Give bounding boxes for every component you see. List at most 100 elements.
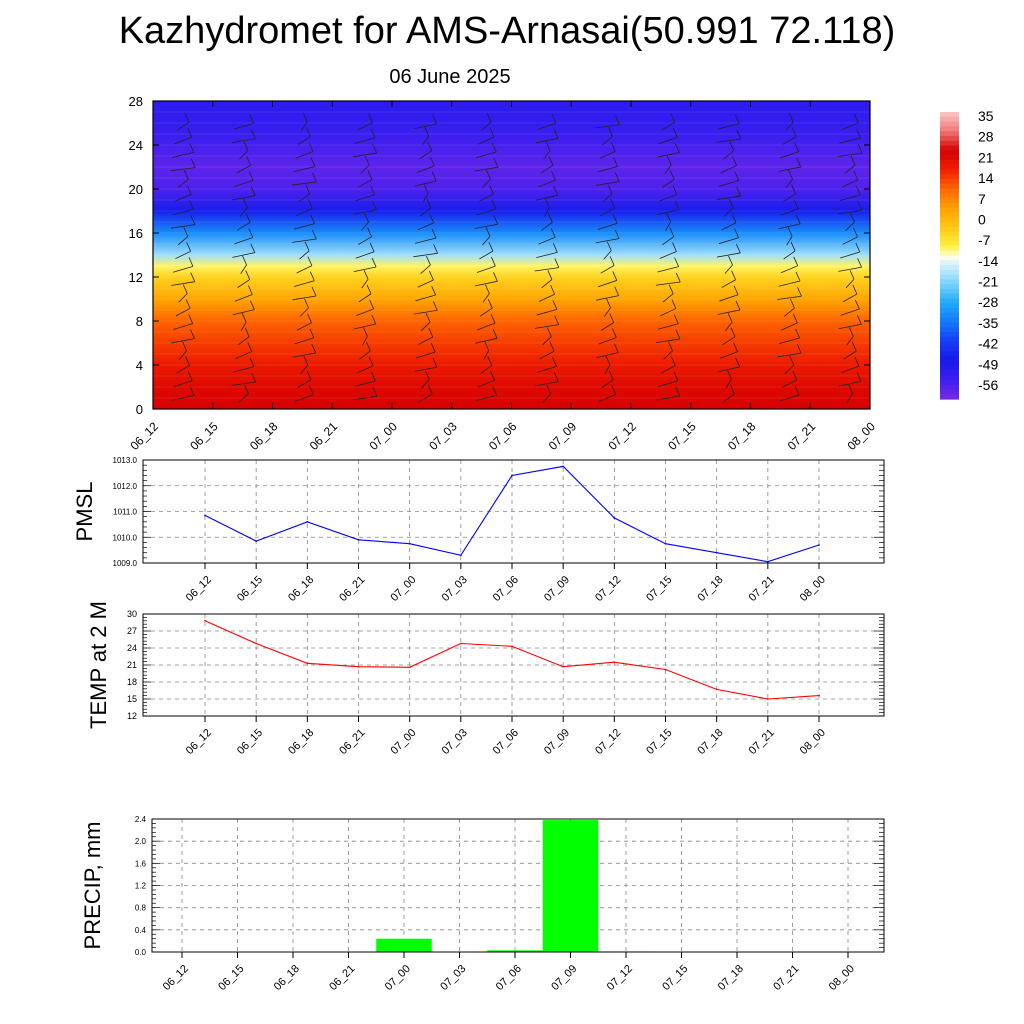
heatmap-y-tick-label: 4 [136, 358, 143, 373]
colorbar-tick-label: -35 [978, 315, 998, 331]
temp-y-tick-label: 12 [127, 711, 137, 721]
precip-x-tick-label: 07_00 [383, 963, 413, 993]
precip-bar [376, 938, 432, 952]
temp-y-tick-label: 18 [127, 677, 137, 687]
pmsl-y-tick-label: 1012.0 [113, 482, 138, 491]
pmsl-x-tick-label: 08_00 [798, 574, 828, 604]
heatmap-x-tick-label: 07_12 [605, 419, 639, 453]
pmsl-y-tick-label: 1011.0 [113, 508, 137, 517]
temp-frame [142, 613, 885, 717]
temp-x-tick-label: 07_18 [695, 727, 725, 757]
pmsl-x-tick-label: 07_21 [747, 574, 777, 604]
pmsl-frame [142, 459, 885, 564]
temp-x-tick-label: 06_21 [337, 727, 367, 757]
heatmap-y-tick-label: 28 [129, 94, 143, 109]
pmsl-data-point [306, 520, 309, 523]
precip-y-tick-label: 0.0 [135, 948, 147, 957]
temp-x-tick-label: 07_06 [491, 727, 521, 757]
pmsl-data-point [715, 551, 718, 554]
temperature-wind-crosssection-panel: 0 4 8 12 16 20 24 28 06_12 06_15 06_18 06_21 07_00 07… [127, 94, 878, 453]
precip-y-tick-label: 2.0 [135, 837, 147, 846]
heatmap-x-tick-label: 08_00 [844, 419, 878, 453]
temp-y-tick-label: 15 [127, 694, 137, 704]
temp-data-point [613, 661, 616, 664]
heatmap-x-tick-label: 06_12 [127, 419, 161, 453]
colorbar-tick-label: 21 [978, 149, 994, 165]
colorbar-tick-label: 0 [978, 211, 986, 227]
temp-x-tick-label: 07_15 [644, 727, 674, 757]
heatmap-y-tick-label: 12 [129, 270, 143, 285]
heatmap-y-tick-label: 0 [136, 402, 143, 417]
colorbar-legend: 35 28 21 14 7 0 -7 -14 -21 -28 -35 -42 -49 -56 [940, 108, 998, 400]
pmsl-x-tick-label: 07_00 [388, 574, 418, 604]
heatmap-x-tick-label: 07_18 [725, 419, 759, 453]
temp-data-point [408, 666, 411, 669]
precip-x-tick-label: 08_00 [827, 963, 857, 993]
pmsl-x-tick-label: 07_06 [491, 574, 521, 604]
precip-y-tick-label: 0.8 [135, 904, 147, 913]
pmsl-data-point [818, 544, 820, 546]
temp-x-tick-label: 07_21 [747, 727, 777, 757]
heatmap-x-tick-label: 06_15 [187, 419, 221, 453]
colorbar-tick-label: -42 [978, 336, 998, 352]
pmsl-data-point [613, 517, 616, 519]
temp-x-tick-label: 07_12 [593, 727, 623, 757]
precip-x-tick-label: 07_18 [716, 963, 746, 993]
temp-data-point [664, 668, 667, 671]
pmsl-x-tick-label: 07_12 [593, 574, 623, 604]
temp-x-tick-label: 06_15 [235, 727, 265, 757]
temp-data-point [818, 694, 820, 697]
temp-data-point [511, 645, 513, 648]
precip-frame [151, 818, 885, 953]
precip-y-tick-label: 2.4 [135, 815, 147, 824]
pmsl-x-tick-label: 06_12 [184, 574, 214, 604]
precip-bar [487, 950, 543, 952]
precip-x-tick-label: 07_15 [660, 963, 690, 993]
heatmap-field [153, 101, 870, 409]
pmsl-data-point [357, 538, 360, 541]
heatmap-y-tick-label: 20 [129, 182, 143, 197]
colorbar-tick-label: 7 [978, 191, 986, 207]
precip-x-tick-label: 06_18 [272, 963, 302, 993]
temp-data-point [766, 698, 769, 700]
temp-y-tick-label: 27 [127, 626, 137, 636]
colorbar-tick-label: -14 [978, 253, 998, 269]
pmsl-data-point [459, 554, 462, 557]
temp-data-point [459, 642, 462, 645]
colorbar-tick-label: -56 [978, 377, 998, 393]
temp-data-point [306, 662, 309, 665]
colorbar-tick-label: -7 [978, 232, 991, 248]
temp-x-tick-label: 07_09 [542, 727, 572, 757]
pmsl-y-tick-label: 1009.0 [113, 559, 138, 568]
temp-data-point [715, 688, 718, 691]
colorbar-tick-label: -49 [978, 356, 998, 372]
precip-y-tick-label: 1.2 [135, 882, 147, 891]
precip-x-tick-label: 07_21 [771, 963, 801, 993]
pmsl-data-point [562, 465, 565, 468]
pmsl-x-tick-label: 07_03 [440, 574, 470, 604]
heatmap-y-tick-label: 8 [136, 314, 143, 329]
precip-x-tick-label: 07_12 [605, 963, 635, 993]
pmsl-data-point [664, 542, 667, 545]
precip-x-tick-label: 07_06 [494, 963, 524, 993]
pmsl-y-tick-label: 1013.0 [113, 456, 138, 465]
precip-x-tick-label: 06_15 [216, 963, 246, 993]
colorbar-tick-label: -28 [978, 294, 998, 310]
temp-x-tick-label: 07_00 [388, 727, 418, 757]
heatmap-x-tick-label: 07_09 [546, 419, 580, 453]
temp-y-axis-label: TEMP at 2 M [86, 601, 111, 729]
precip-x-tick-label: 07_03 [438, 963, 468, 993]
heatmap-x-tick-label: 07_06 [486, 419, 520, 453]
colorbar-tick-label: -21 [978, 274, 998, 290]
pmsl-x-tick-label: 06_18 [286, 574, 316, 604]
precip-x-tick-label: 06_21 [327, 963, 357, 993]
temp-2m-chart-panel: 12 15 18 21 24 27 30 06_12 06_15 06_18 06_21 07_00 0… [86, 601, 885, 757]
colorbar-tick-label: 28 [978, 129, 994, 145]
precip-y-tick-label: 0.4 [135, 926, 147, 935]
colorbar-tick-label: 14 [978, 170, 994, 186]
heatmap-x-tick-label: 07_15 [665, 419, 699, 453]
temp-x-tick-label: 08_00 [798, 727, 828, 757]
temp-y-tick-label: 30 [127, 609, 137, 619]
heatmap-x-tick-label: 06_18 [247, 419, 281, 453]
